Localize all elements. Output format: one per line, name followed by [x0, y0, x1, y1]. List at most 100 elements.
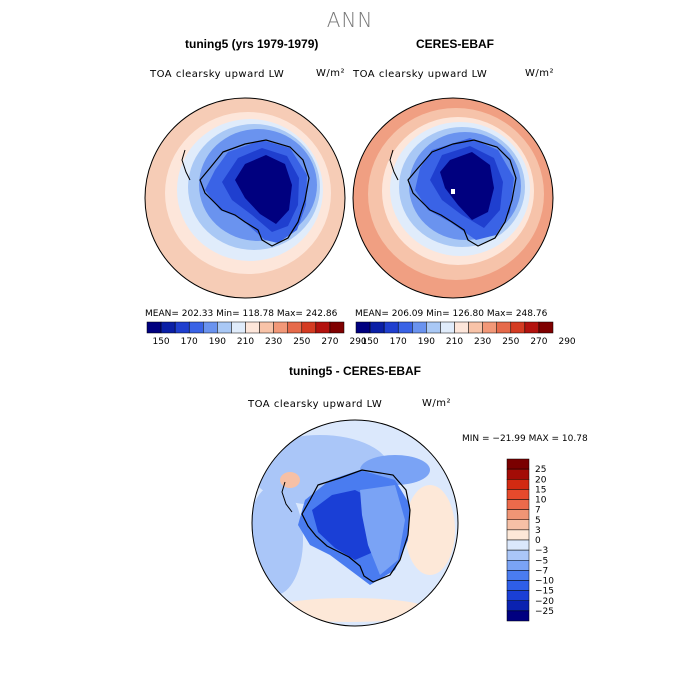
panel1-title: tuning5 (yrs 1979-1979): [185, 37, 319, 51]
panel2-fill-ring3: [390, 122, 530, 256]
panel3-colorbar-tick-label: −7: [535, 566, 548, 576]
panel3-fill-patch4: [270, 598, 430, 622]
panel1-colorbar-tick-label: 270: [321, 337, 338, 347]
panel1-colorbar-swatch: [174, 321, 190, 334]
panel3-fill-patch9: [360, 485, 405, 575]
panel2-colorbar-swatch: [482, 321, 497, 334]
panel3-stats: MIN = −21.99 MAX = 10.78: [462, 434, 588, 444]
panel1-fill-outer: [145, 98, 345, 298]
panel2-colorbar-tick-label: 150: [361, 337, 378, 347]
panel1-colorbar-swatch: [217, 321, 232, 334]
panel1-colorbar-tick-label: 290: [349, 337, 366, 347]
panel1-fill-ring5: [205, 140, 307, 243]
panel3-colorbar-tick-label: −25: [535, 607, 554, 617]
panel2-colorbar-swatch: [412, 321, 427, 334]
panel2-missing-cell: [451, 189, 455, 194]
panel2-colorbar-swatch: [496, 321, 512, 334]
panel3-fill-base: [252, 420, 458, 626]
panel1-stats: MEAN= 202.33 Min= 118.78 Max= 242.86: [145, 309, 338, 319]
panel1-border: [144, 97, 346, 299]
panel3-colorbar-tick-label: −10: [535, 577, 554, 587]
panel1-colorbar-tick-label: 150: [152, 337, 169, 347]
panel2-colorbar-swatch: [383, 321, 399, 334]
panel3-coastline: [301, 469, 411, 583]
panel1-coastline: [199, 139, 310, 247]
panel3-colorbar-tick-label: 5: [535, 516, 541, 526]
panel3-fill-patch1: [252, 435, 390, 505]
panel2-units: W/m²: [525, 68, 555, 79]
panel2-fill-ring4: [399, 127, 525, 247]
panel2-fill-ring7: [430, 146, 503, 228]
panel3-colorbar-tick-label: 3: [535, 526, 541, 536]
panel3-title: tuning5 - CERES-EBAF: [289, 364, 421, 378]
panel3-colorbar-swatch: [506, 519, 530, 531]
panel3-colorbar-swatch: [506, 549, 530, 561]
panel2-fill-core: [440, 152, 494, 220]
panel1-fill-ring3: [188, 124, 320, 250]
panel1-fill-ring4: [199, 129, 317, 241]
panel2-colorbar-swatch: [355, 321, 371, 334]
panel2-colorbar-tick-label: 170: [390, 337, 407, 347]
panel1-colorbar-tick-label: 170: [181, 337, 198, 347]
panel3-colorbar-tick-label: 10: [535, 496, 547, 506]
panel3-colorbar-swatch: [506, 560, 530, 571]
panel2-fill-outer: [353, 98, 553, 298]
panel3-colorbar-tick-label: 15: [535, 485, 546, 495]
panel1-colorbar-tick-label: 190: [209, 337, 226, 347]
panel1-colorbar-swatch: [301, 321, 317, 334]
panel3-colorbar-tick-label: 0: [535, 536, 541, 546]
panel3-fill-patch3: [405, 485, 455, 575]
panel2-coastline: [407, 139, 517, 247]
panel2-colorbar-swatch: [426, 321, 441, 334]
panel3-units: W/m²: [422, 398, 452, 409]
panel3-colorbar-tick-label: −3: [535, 546, 548, 556]
panel2-colorbar: 150 170 190 210 230 250 270 290: [355, 321, 576, 347]
panel1-colorbar-swatch: [160, 321, 176, 334]
panel3-colorbar-swatch: [506, 600, 530, 612]
panel3-colorbar-swatch: [506, 529, 530, 541]
panel2-map: [353, 98, 553, 298]
figure-title: ANN: [326, 8, 374, 32]
panel2-title: CERES-EBAF: [416, 37, 495, 51]
panel1-fill-core: [235, 155, 292, 224]
panel1-colorbar-swatch: [259, 321, 274, 334]
panel3-fill-patch5: [360, 455, 430, 485]
panel3-variable: TOA clearsky upward LW: [248, 399, 383, 410]
panel1-colorbar-swatch: [287, 321, 303, 334]
panel2-colorbar-swatch: [524, 321, 540, 334]
panel3-fill-patch6: [280, 472, 300, 488]
panel1-map: [145, 98, 345, 298]
panel1-colorbar-swatch: [231, 321, 246, 334]
panel2-colorbar-tick-label: 210: [446, 337, 463, 347]
panel3-colorbar-tick-label: −5: [535, 556, 548, 566]
panel1-colorbar-tick-label: 230: [265, 337, 282, 347]
panel2-colorbar-tick-label: 230: [474, 337, 491, 347]
panel3-fill-patch7: [298, 470, 410, 585]
panel2-colorbar-tick-label: 270: [530, 337, 547, 347]
panel2-colorbar-swatch: [468, 321, 483, 334]
panel2-colorbar-swatch: [454, 321, 469, 334]
panel1-colorbar-swatch: [203, 321, 218, 334]
panel3-colorbar-tick-label: 25: [535, 465, 546, 475]
panel3-colorbar-tick-label: −20: [535, 597, 554, 607]
panel2-fill-ring2: [382, 117, 534, 265]
panel3-border: [251, 419, 459, 627]
panel3-map: [252, 420, 458, 626]
panel3-colorbar-swatch: [506, 479, 530, 490]
panel2-colorbar-tick-label: 190: [418, 337, 435, 347]
panel2-colorbar-swatch: [440, 321, 455, 334]
panel2-stats: MEAN= 206.09 Min= 126.80 Max= 248.76: [355, 309, 548, 319]
panel2-colorbar-tick-label: 250: [502, 337, 519, 347]
panel1-colorbar: 150 170 190 210 230 250 270 290: [146, 321, 367, 347]
panel1-colorbar-tick-label: 250: [293, 337, 310, 347]
panel3-colorbar-swatch: [506, 499, 530, 510]
panel1-units: W/m²: [316, 68, 346, 79]
panel3-fill-patch8: [312, 490, 385, 560]
panel3-colorbar-swatch: [506, 539, 530, 551]
panel3-colorbar-swatch: [506, 610, 530, 622]
panel3-fill-patch2: [252, 485, 303, 595]
panel3-colorbar-swatch: [506, 509, 530, 520]
panel2-variable: TOA clearsky upward LW: [353, 69, 488, 80]
